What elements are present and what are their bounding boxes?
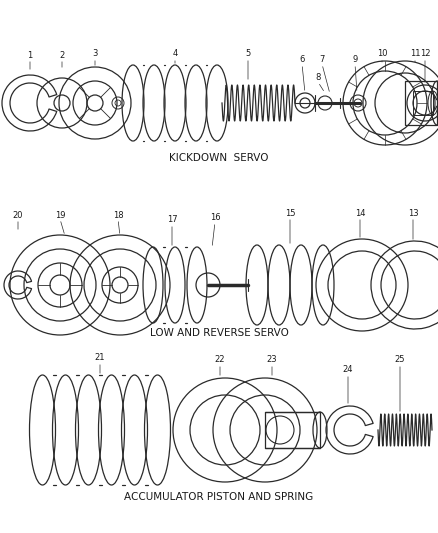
Text: 24: 24	[343, 366, 353, 375]
Text: 16: 16	[210, 214, 220, 222]
Text: 12: 12	[420, 50, 430, 59]
Text: 20: 20	[13, 211, 23, 220]
Text: 14: 14	[355, 208, 365, 217]
Text: 7: 7	[319, 55, 325, 64]
Text: 5: 5	[245, 50, 251, 59]
Text: 11: 11	[410, 50, 420, 59]
Text: 2: 2	[60, 51, 65, 60]
Text: 15: 15	[285, 208, 295, 217]
Text: 1: 1	[27, 51, 32, 60]
Text: 22: 22	[215, 356, 225, 365]
Text: 19: 19	[55, 211, 65, 220]
Text: 21: 21	[95, 353, 105, 362]
Bar	[405, 81, 437, 125]
Bar	[413, 91, 433, 115]
Text: 18: 18	[113, 211, 124, 220]
Text: 8: 8	[315, 74, 321, 83]
Text: 17: 17	[167, 215, 177, 224]
Text: ACCUMULATOR PISTON AND SPRING: ACCUMULATOR PISTON AND SPRING	[124, 492, 314, 502]
Text: 25: 25	[395, 356, 405, 365]
Text: 9: 9	[353, 55, 357, 64]
Text: 10: 10	[377, 50, 387, 59]
Text: LOW AND REVERSE SERVO: LOW AND REVERSE SERVO	[149, 328, 289, 338]
Text: 23: 23	[267, 356, 277, 365]
Text: 4: 4	[173, 50, 178, 59]
Text: 3: 3	[92, 50, 98, 59]
Text: KICKDOWN  SERVO: KICKDOWN SERVO	[169, 153, 269, 163]
Text: 13: 13	[408, 208, 418, 217]
Text: 6: 6	[299, 55, 305, 64]
Bar	[265, 412, 320, 448]
